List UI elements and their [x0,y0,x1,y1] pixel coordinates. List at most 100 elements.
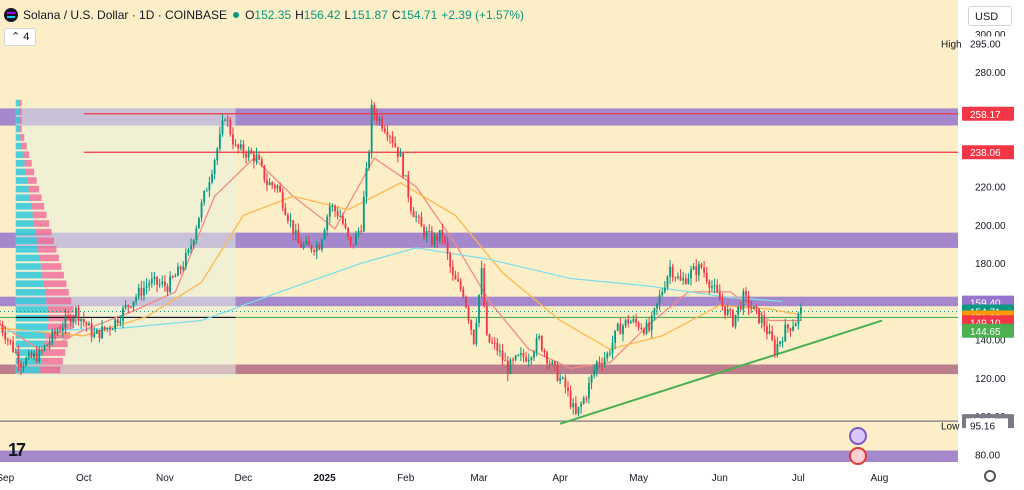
candle-body [784,324,787,342]
volume-profile-up-bar [15,246,39,253]
candle-body [776,343,779,354]
candle-body [156,276,158,285]
candle-body [69,315,72,323]
volume-profile-up-bar [15,220,35,227]
candle-body [742,291,745,310]
candle-body [111,329,114,331]
candle-body [410,197,412,211]
candle-body [145,285,148,288]
volume-profile-up-bar [15,306,48,313]
x-tick-label: Feb [397,473,415,484]
x-tick-label: May [629,473,648,484]
candle-body [475,322,478,344]
candle-body [758,308,760,323]
candle-body [124,305,127,309]
candle-body [677,276,679,279]
candle-body [789,328,792,331]
event-flag-icon[interactable] [849,447,867,465]
candle-body [472,329,475,344]
candle-body [305,240,308,245]
price-label-value: 238.06 [970,148,1001,159]
indicator-count: 4 [23,31,30,43]
event-flash-icon[interactable] [849,427,867,445]
price-tag-label: Low [941,421,960,432]
candle-body [527,359,530,362]
candle-body [12,341,15,352]
candle-body [365,167,368,197]
volume-profile-down-bar [19,125,22,133]
candle-body [569,391,572,408]
currency-label: USD [975,11,999,23]
currency-selector[interactable]: USD [968,6,1012,26]
candle-body [504,360,507,362]
indicators-toggle-button[interactable]: ⌃ 4 [4,28,37,46]
price-tag-value: 295.00 [970,39,1001,50]
candle-body [496,342,499,352]
volume-profile-up-bar [15,134,21,141]
candle-body [163,281,166,287]
candle-body [276,185,279,189]
candle-body [425,231,428,237]
candle-body [517,354,520,356]
x-tick-label: Nov [156,473,174,484]
candle-body [1,324,4,333]
candle-body [598,361,601,364]
candle-body [514,355,517,360]
candle-body [499,350,501,352]
volume-profile-down-bar [39,254,59,262]
volume-profile-down-bar [19,99,22,107]
candle-body [166,286,169,293]
x-tick-label: Jul [792,473,805,484]
y-tick-label: 220.00 [975,183,1006,194]
candle-body [208,182,211,191]
candle-body [671,266,674,278]
volume-profile-up-bar [15,151,24,159]
candle-body [669,266,671,277]
candle-body [535,338,538,353]
candle-body [697,264,700,276]
candle-body [198,217,200,229]
candle-body [148,283,151,286]
candle-body [716,285,719,292]
settings-gear-icon[interactable] [984,470,996,482]
candle-body [658,295,661,304]
volume-profile-up-bar [15,323,48,331]
candle-body [763,317,766,327]
candle-body [711,286,713,288]
candle-body [336,211,339,217]
candle-body [713,285,716,287]
symbol-title[interactable]: Solana / U.S. Dollar · 1D · COINBASE [23,8,228,22]
low-value: 151.87 [351,8,388,22]
price-tag-box [966,418,1008,433]
candle-body [666,276,669,288]
y-tick-label: 180.00 [975,259,1006,270]
candle-body [488,334,491,343]
candle-body [687,278,690,284]
candle-body [564,377,567,388]
x-tick-label: Apr [552,473,568,484]
candle-body [530,357,533,360]
candle-body [616,323,619,331]
candle-body [690,269,692,279]
volume-profile-up-bar [15,211,33,219]
candle-body [46,344,49,346]
candle-body [321,239,323,250]
candle-body [61,327,64,331]
candle-body [234,144,237,146]
volume-profile-down-bar [19,116,22,124]
candle-body [284,207,287,215]
candle-body [72,317,75,323]
candle-body [109,327,111,330]
candle-body [368,152,370,168]
candle-body [4,332,7,340]
candle-body [718,291,721,301]
market-status-dot [233,12,240,18]
candle-body [103,326,106,330]
x-tick-label: Dec [235,473,253,484]
candle-body [43,345,46,351]
tradingview-logo-icon[interactable]: 17 [8,440,26,460]
candle-body [582,397,585,404]
candle-body [786,324,789,329]
